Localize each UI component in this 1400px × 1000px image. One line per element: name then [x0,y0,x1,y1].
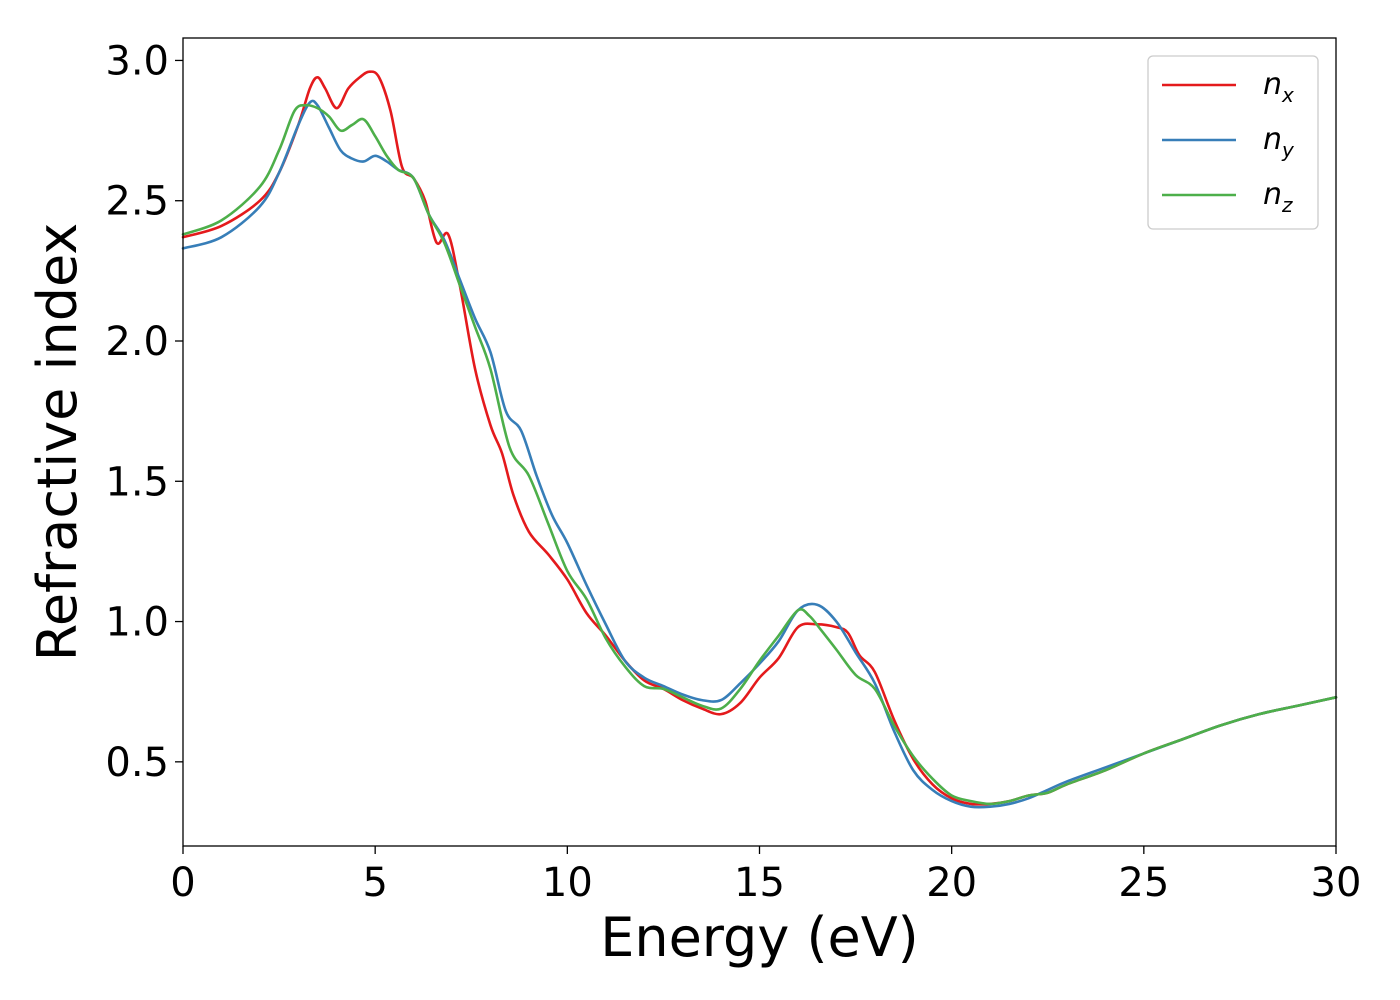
x-tick-label: 15 [734,860,785,906]
x-tick-label: 25 [1118,860,1169,906]
y-tick-label: 2.5 [105,179,169,225]
x-tick-label: 10 [542,860,593,906]
x-tick-label: 5 [362,860,387,906]
legend-box [1147,55,1319,230]
y-tick-label: 3.0 [105,38,169,84]
series-layer [181,70,1338,809]
y-tick-label: 0.5 [105,740,169,786]
y-axis-title: Refractive index [26,223,89,662]
series-line-z [181,103,1338,806]
x-tick-label: 20 [926,860,977,906]
ticks-layer: 0 5 10 15 20 25 30 0.5 1.0 1.5 2.0 2.5 3.0 [105,38,1361,906]
x-tick-label: 30 [1311,860,1362,906]
x-axis-title: Energy (eV) [600,906,919,969]
y-tick-label: 1.5 [105,459,169,505]
y-tick-label: 1.0 [105,600,169,646]
y-tick-label: 2.0 [105,319,169,365]
x-tick-label: 0 [170,860,195,906]
series-line-y [181,99,1338,809]
legend-label-x: nx [1263,67,1294,107]
